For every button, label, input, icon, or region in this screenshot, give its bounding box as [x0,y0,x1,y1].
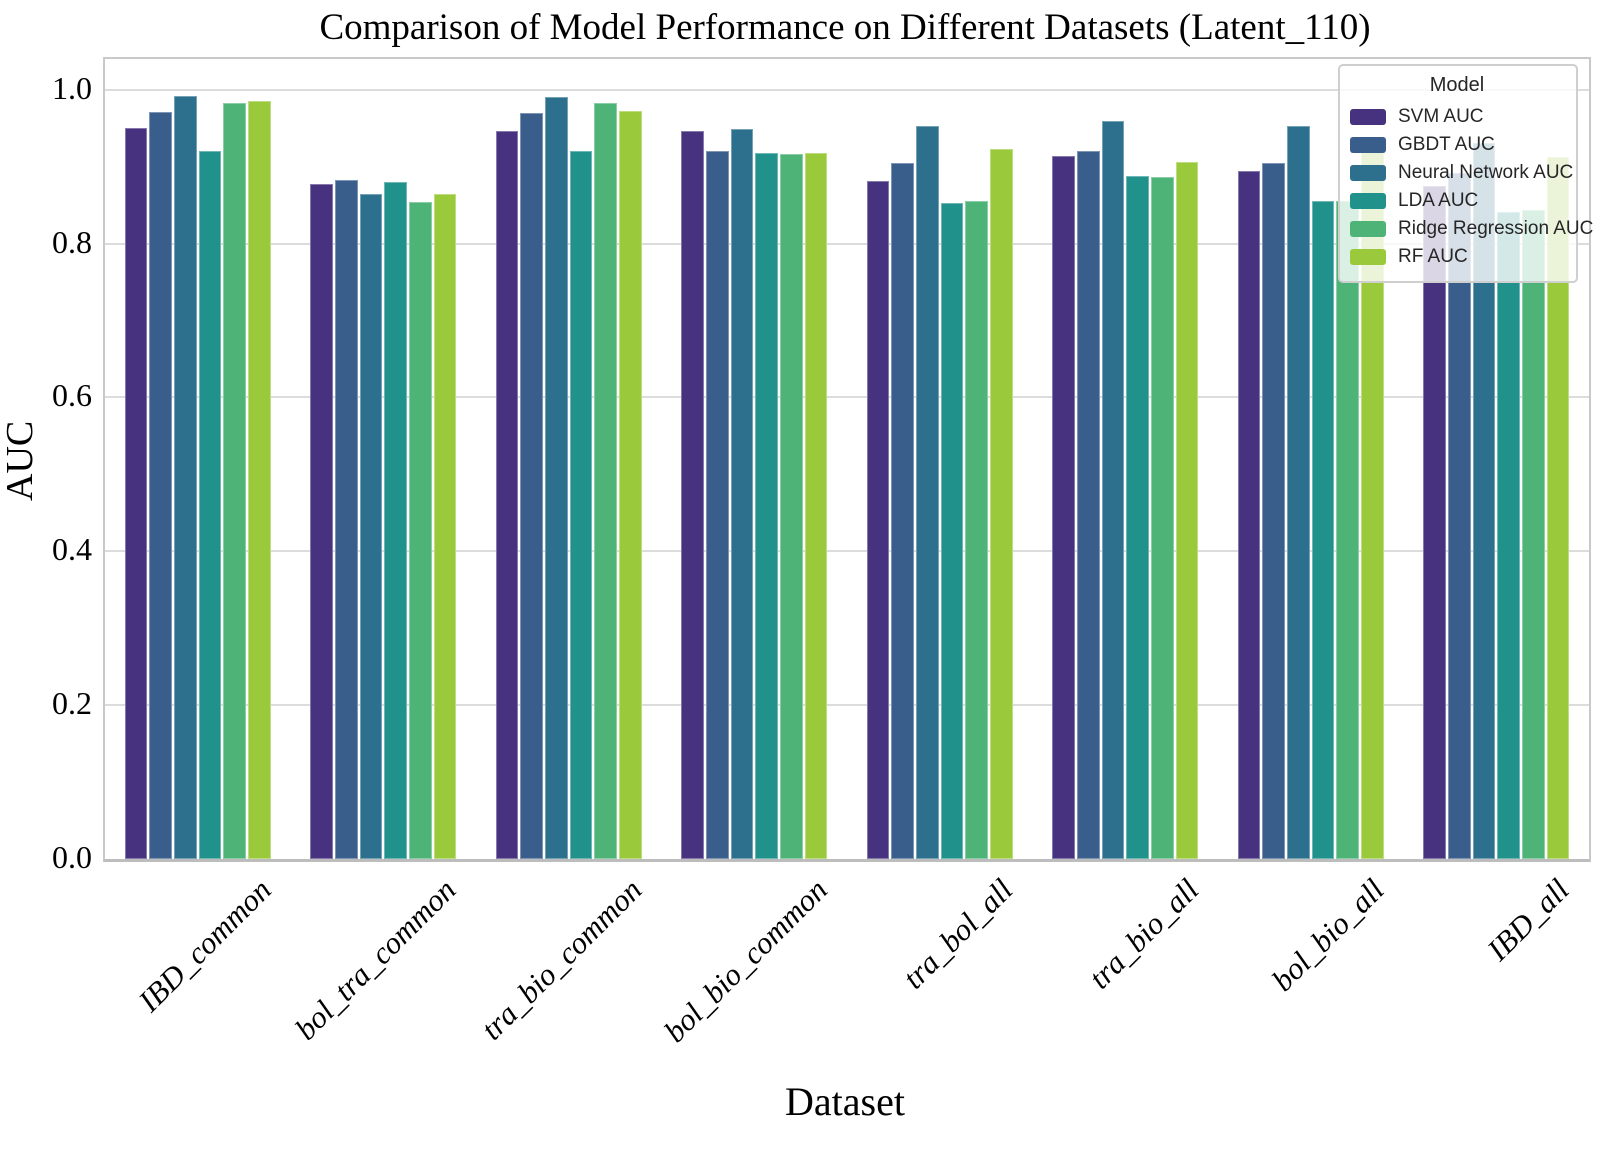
legend-entries: SVM AUC GBDT AUC Neural Network AUC LDA AUC… [1350,103,1593,271]
y-tick-label: 0.0 [52,839,92,875]
bar-tra_bio_common-Neural-Network-AUC [545,97,568,859]
bar-tra_bio_common-GBDT-AUC [520,112,543,859]
legend-entry: SVM AUC [1350,103,1564,131]
bar-IBD_common-GBDT-AUC [149,112,172,859]
x-tick-label-bol_bio_common: bol_bio_common [657,872,834,1049]
x-tick-label-bol_tra_common: bol_tra_common [288,872,463,1047]
bar-bol_bio_all-Ridge-Regression-AUC [1336,200,1360,859]
bar-tra_bio_common-LDA-AUC [569,150,593,859]
legend-entry: GBDT AUC [1350,131,1564,159]
legend-entry-label: SVM AUC [1398,106,1484,127]
legend-swatch-icon [1350,109,1386,125]
bar-bol_bio_common-SVM-AUC [681,131,704,859]
bar-IBD_common-SVM-AUC [124,128,148,859]
bar-IBD_all-Ridge-Regression-AUC [1521,209,1545,859]
bar-tra_bio_all-Ridge-Regression-AUC [1150,176,1174,859]
x-tick-label-tra_bio_common: tra_bio_common [473,872,649,1047]
bar-bol_tra_common-RF-AUC [433,193,457,859]
bar-bol_tra_common-Ridge-Regression-AUC [408,202,432,859]
legend-entry-label: LDA AUC [1398,190,1479,211]
bar-bol_bio_all-Neural-Network-AUC [1287,125,1310,859]
bar-tra_bio_all-GBDT-AUC [1076,150,1100,859]
bar-tra_bio_all-Neural-Network-AUC [1101,121,1125,859]
bar-tra_bio_common-RF-AUC [619,111,642,859]
legend-swatch-icon [1350,249,1386,265]
bar-IBD_all-SVM-AUC [1423,185,1446,859]
chart-title: Comparison of Model Performance on Diffe… [319,7,1371,48]
legend-swatch-icon [1350,193,1386,209]
x-axis-label: Dataset [785,1079,905,1124]
gridline [105,242,1589,245]
bar-bol_bio_common-Neural-Network-AUC [730,129,754,859]
bar-tra_bio_all-RF-AUC [1175,162,1199,859]
x-tick-label-IBD_common: IBD_common [130,872,278,1019]
bar-tra_bol_all-Ridge-Regression-AUC [965,201,989,859]
legend-entry-label: GBDT AUC [1398,134,1495,155]
x-tick-label-IBD_all: IBD_all [1480,872,1576,968]
bar-IBD_common-Neural-Network-AUC [174,95,197,859]
bar-bol_bio_common-GBDT-AUC [705,150,729,859]
bar-tra_bio_all-SVM-AUC [1052,155,1075,859]
bar-tra_bio_all-LDA-AUC [1126,175,1149,859]
bar-bol_bio_all-LDA-AUC [1311,200,1335,859]
bar-tra_bol_all-LDA-AUC [940,202,964,859]
bar-IBD_all-LDA-AUC [1497,212,1520,859]
legend-title: Model [1429,74,1485,96]
bar-tra_bol_all-RF-AUC [990,149,1013,859]
legend-entry: RF AUC [1350,243,1564,271]
legend-entry: Neural Network AUC [1350,159,1573,187]
bar-tra_bol_all-GBDT-AUC [891,162,914,859]
bar-tra_bol_all-Neural-Network-AUC [916,125,939,859]
y-axis-label: AUC [0,420,41,501]
bar-bol_tra_common-LDA-AUC [384,182,407,859]
bar-IBD_common-Ridge-Regression-AUC [223,102,247,859]
y-tick-label: 0.2 [52,685,92,722]
bar-bol_tra_common-Neural-Network-AUC [359,193,383,859]
y-tick-label: 1.0 [52,69,92,106]
legend-entry: Ridge Regression AUC [1350,215,1593,243]
y-tick-label: 0.8 [52,223,92,260]
gridline [105,396,1589,399]
bar-bol_tra_common-GBDT-AUC [334,179,358,859]
bar-bol_bio_common-LDA-AUC [755,152,778,859]
bar-tra_bio_common-Ridge-Regression-AUC [594,102,618,859]
gridline [105,550,1589,553]
bar-bol_bio_all-SVM-AUC [1237,170,1261,859]
legend-entry-label: RF AUC [1398,246,1468,267]
y-tick-label: 0.6 [52,377,92,414]
legend-entry-label: Ridge Regression AUC [1398,218,1594,239]
bar-bol_tra_common-SVM-AUC [310,184,333,859]
legend-swatch-icon [1350,165,1386,181]
gridline [105,704,1589,707]
y-tick-label: 0.4 [52,531,92,568]
legend-swatch-icon [1350,221,1386,237]
bar-tra_bol_all-SVM-AUC [866,180,890,859]
x-tick-label-tra_bio_all: tra_bio_all [1081,872,1205,996]
bar-bol_bio_common-Ridge-Regression-AUC [779,154,803,859]
bar-bol_bio_common-RF-AUC [804,152,828,859]
plot-canvas [105,59,1589,859]
gridline [105,88,1589,91]
legend-entry-label: Neural Network AUC [1398,162,1574,183]
legend: Model SVM AUC GBDT AUC Neural Network AUC L… [1338,64,1593,283]
bar-bol_bio_all-GBDT-AUC [1262,162,1285,859]
x-tick-label-bol_bio_all: bol_bio_all [1264,872,1391,998]
x-tick-label-tra_bol_all: tra_bol_all [896,872,1020,996]
bar-tra_bio_common-SVM-AUC [495,131,519,859]
bar-IBD_common-LDA-AUC [198,150,222,859]
bar-IBD_common-RF-AUC [248,101,271,859]
legend-swatch-icon [1350,137,1386,153]
legend-entry: LDA AUC [1350,187,1564,215]
